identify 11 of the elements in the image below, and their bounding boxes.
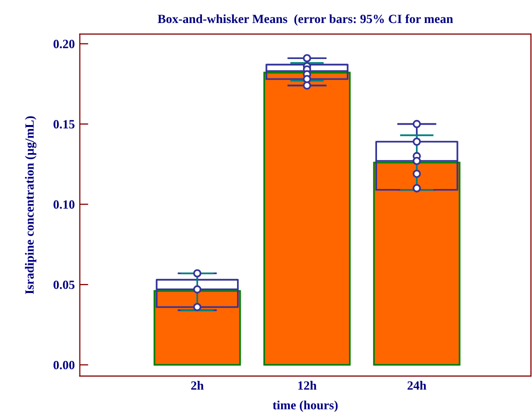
y-tick-label: 0.20: [54, 40, 74, 48]
y-axis-title: Isradipine concentration (µg/mL): [24, 116, 36, 294]
chart-title: Box-and-whisker Means (error bars: 95% CI for mean: [158, 14, 453, 26]
x-tick-label: 2h: [191, 380, 204, 390]
y-tick-label: 0.00: [54, 360, 74, 370]
x-axis-title: time (hours): [272, 400, 338, 412]
x-tick-label: 24h: [408, 380, 426, 390]
y-tick-label: 0.10: [54, 200, 74, 209]
y-tick-label: 0.05: [54, 280, 74, 290]
x-tick-label: 12h: [298, 380, 317, 390]
y-tick-label: 0.15: [54, 120, 74, 129]
